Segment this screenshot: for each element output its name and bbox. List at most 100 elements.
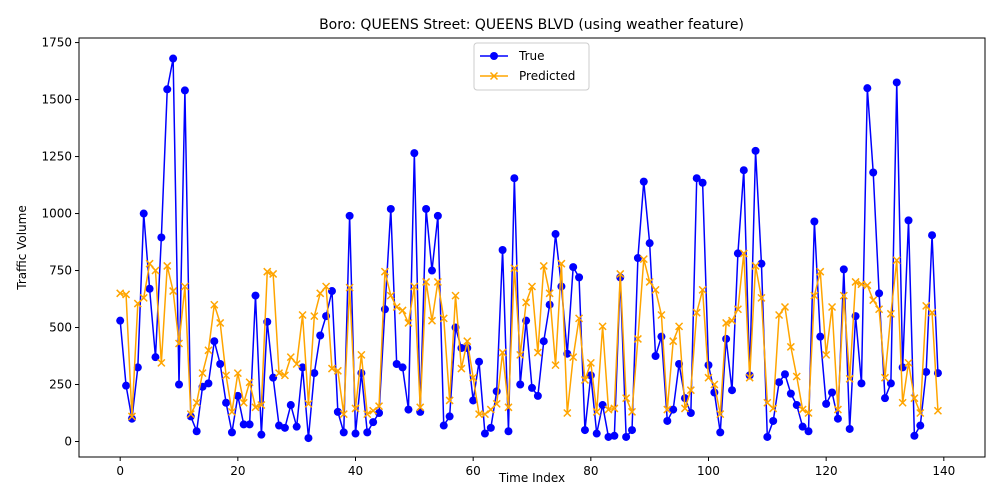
data-point-predicted — [851, 277, 860, 286]
data-point-true — [486, 423, 495, 432]
data-point-predicted — [892, 256, 901, 265]
data-point-predicted — [716, 410, 725, 419]
data-point-predicted — [657, 310, 666, 320]
data-point-predicted — [351, 404, 360, 413]
data-point-predicted — [122, 290, 131, 299]
data-point-predicted — [616, 269, 625, 278]
data-point-predicted — [280, 371, 289, 380]
data-point-true — [763, 432, 772, 441]
data-point-true — [698, 178, 707, 187]
data-point-true — [427, 266, 436, 275]
data-point-true — [175, 380, 184, 389]
data-point-predicted — [886, 309, 895, 318]
data-point-predicted — [292, 359, 301, 369]
data-point-true — [786, 389, 795, 398]
data-point-true — [622, 432, 631, 441]
data-point-true — [816, 332, 825, 341]
data-point-true — [751, 146, 760, 155]
x-tick-label: 40 — [348, 464, 363, 478]
data-point-true — [722, 334, 731, 343]
data-point-predicted — [839, 291, 848, 300]
data-point-true — [569, 263, 578, 272]
data-point-true — [780, 370, 789, 379]
data-point-true — [516, 380, 525, 389]
data-point-predicted — [392, 302, 401, 312]
data-point-predicted — [433, 277, 442, 286]
data-point-true — [904, 216, 913, 225]
data-point-predicted — [822, 350, 831, 359]
data-point-predicted — [898, 398, 907, 407]
data-point-predicted — [592, 407, 601, 416]
x-tick-label: 140 — [932, 464, 955, 478]
data-point-true — [528, 383, 536, 392]
data-point-predicted — [180, 282, 189, 291]
data-point-predicted — [810, 291, 819, 300]
data-point-true — [245, 420, 254, 429]
data-point-predicted — [569, 353, 578, 362]
legend-predicted-label: Predicted — [519, 69, 575, 83]
data-point-predicted — [516, 350, 525, 359]
data-point-true — [498, 246, 507, 255]
data-point-true — [186, 412, 195, 421]
data-point-predicted — [563, 408, 572, 418]
data-point-true — [875, 289, 884, 298]
data-point-true — [533, 391, 542, 400]
data-point-true — [269, 373, 278, 382]
data-point-predicted — [192, 398, 201, 407]
data-point-true — [657, 332, 666, 341]
data-point-predicted — [274, 369, 284, 378]
data-point-true — [298, 363, 307, 372]
data-point-true — [557, 282, 566, 291]
data-point-true — [922, 367, 931, 376]
data-point-predicted — [127, 412, 136, 421]
data-point-true — [139, 209, 148, 218]
data-point-true — [792, 401, 801, 410]
data-point-true — [392, 359, 401, 368]
data-point-predicted — [398, 306, 407, 315]
data-point-predicted — [327, 364, 337, 373]
data-point-true — [898, 363, 907, 372]
data-point-true — [422, 204, 431, 213]
data-point-predicted — [875, 305, 884, 314]
data-point-predicted — [786, 342, 795, 351]
data-point-true — [716, 428, 725, 437]
data-point-true — [351, 429, 360, 438]
data-point-predicted — [627, 407, 637, 416]
data-point-predicted — [710, 380, 719, 389]
data-point-true — [333, 407, 342, 416]
data-point-true — [892, 78, 901, 87]
data-point-predicted — [298, 310, 307, 320]
data-point-predicted — [310, 312, 319, 321]
y-tick-label: 0 — [64, 434, 72, 448]
data-point-predicted — [339, 410, 348, 419]
data-point-true — [575, 273, 584, 282]
data-point-predicted — [910, 394, 919, 403]
series-layer — [116, 54, 942, 443]
data-point-predicted — [169, 287, 178, 296]
data-point-true — [839, 265, 848, 274]
data-point-predicted — [580, 375, 589, 384]
data-point-predicted — [427, 316, 437, 325]
data-point-predicted — [633, 334, 642, 343]
data-point-predicted — [404, 318, 413, 327]
data-point-true — [592, 429, 601, 438]
data-point-predicted — [157, 358, 166, 367]
legend-true-marker — [490, 52, 498, 60]
data-point-true — [251, 291, 260, 300]
data-point-predicted — [575, 314, 584, 323]
legend: True Predicted — [473, 42, 590, 91]
data-point-true — [151, 353, 160, 362]
data-point-true — [157, 233, 166, 242]
data-point-true — [280, 423, 289, 432]
data-point-true — [828, 388, 837, 397]
data-point-true — [386, 204, 395, 213]
data-point-predicted — [386, 291, 395, 300]
data-point-true — [492, 387, 501, 396]
data-point-predicted — [469, 373, 478, 382]
data-point-true — [504, 427, 513, 436]
data-point-predicted — [928, 308, 937, 317]
data-point-predicted — [410, 282, 419, 291]
data-point-true — [728, 386, 737, 395]
data-point-predicted — [304, 399, 313, 408]
